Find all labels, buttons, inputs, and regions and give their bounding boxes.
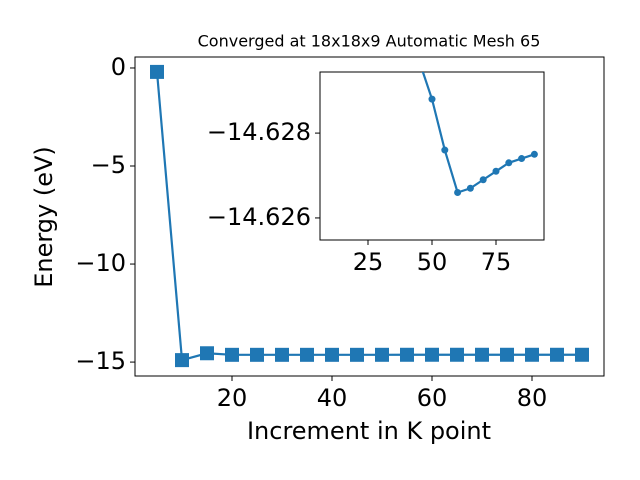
marker	[325, 347, 339, 362]
y-tick-label: −15	[75, 347, 126, 375]
marker	[479, 176, 487, 184]
marker	[175, 353, 189, 368]
y-tick-label: 0	[111, 53, 126, 81]
marker	[150, 64, 164, 79]
marker	[425, 347, 439, 362]
chart-title: Converged at 18x18x9 Automatic Mesh 65	[198, 32, 541, 51]
y-tick-label: −10	[75, 249, 126, 277]
x-tick-label: 25	[353, 248, 384, 276]
marker	[492, 167, 500, 175]
y-axis-label: Energy (eV)	[30, 146, 58, 288]
marker	[550, 347, 564, 362]
x-axis-label: Increment in K point	[247, 417, 491, 445]
marker	[525, 347, 539, 362]
marker	[518, 155, 526, 163]
y-tick-label: −14.626	[207, 203, 311, 231]
marker	[475, 347, 489, 362]
marker	[575, 347, 589, 362]
marker	[400, 347, 414, 362]
y-tick-label: −5	[91, 151, 126, 179]
x-tick-label: 50	[417, 248, 448, 276]
series	[150, 64, 589, 368]
marker	[505, 159, 513, 167]
marker	[454, 188, 462, 196]
marker	[500, 347, 514, 362]
marker	[466, 184, 474, 192]
x-tick-label: 75	[481, 248, 512, 276]
marker	[530, 150, 538, 158]
x-tick-label: 20	[217, 384, 248, 412]
marker	[275, 347, 289, 362]
series	[421, 72, 538, 196]
marker	[375, 347, 389, 362]
marker	[250, 347, 264, 362]
marker	[450, 347, 464, 362]
marker	[441, 146, 449, 154]
marker	[300, 347, 314, 362]
marker	[225, 347, 239, 362]
x-tick-label: 40	[317, 384, 348, 412]
x-tick-label: 80	[517, 384, 548, 412]
marker	[200, 346, 214, 361]
line	[421, 72, 535, 194]
marker	[428, 95, 436, 103]
y-tick-label: −14.628	[207, 118, 311, 146]
marker	[350, 347, 364, 362]
x-tick-label: 60	[417, 384, 448, 412]
